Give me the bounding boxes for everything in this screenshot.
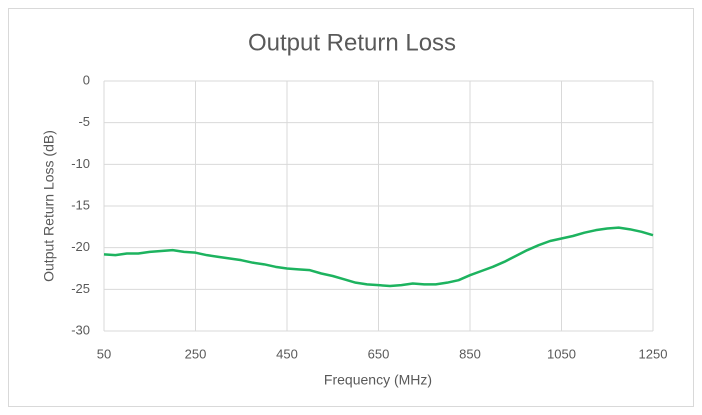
x-tick-label: 650 [368, 346, 390, 361]
x-tick-label: 850 [459, 346, 481, 361]
x-tick-label: 250 [185, 346, 207, 361]
x-tick-label: 450 [276, 346, 298, 361]
y-tick-label: -20 [71, 239, 90, 254]
y-tick-label: -10 [71, 156, 90, 171]
y-axis-label: Output Return Loss (dB) [41, 130, 57, 282]
x-tick-label: 50 [97, 346, 111, 361]
y-tick-label: -15 [71, 197, 90, 212]
x-tick-label: 1250 [639, 346, 668, 361]
y-tick-label: -30 [71, 322, 90, 337]
x-axis-label: Frequency (MHz) [324, 372, 432, 388]
y-tick-label: -5 [78, 114, 90, 129]
x-tick-label: 1050 [547, 346, 576, 361]
y-tick-label: -25 [71, 281, 90, 296]
chart-title: Output Return Loss [248, 29, 456, 56]
y-tick-label: 0 [83, 72, 90, 87]
chart-frame [8, 8, 694, 407]
data-line [103, 226, 654, 288]
